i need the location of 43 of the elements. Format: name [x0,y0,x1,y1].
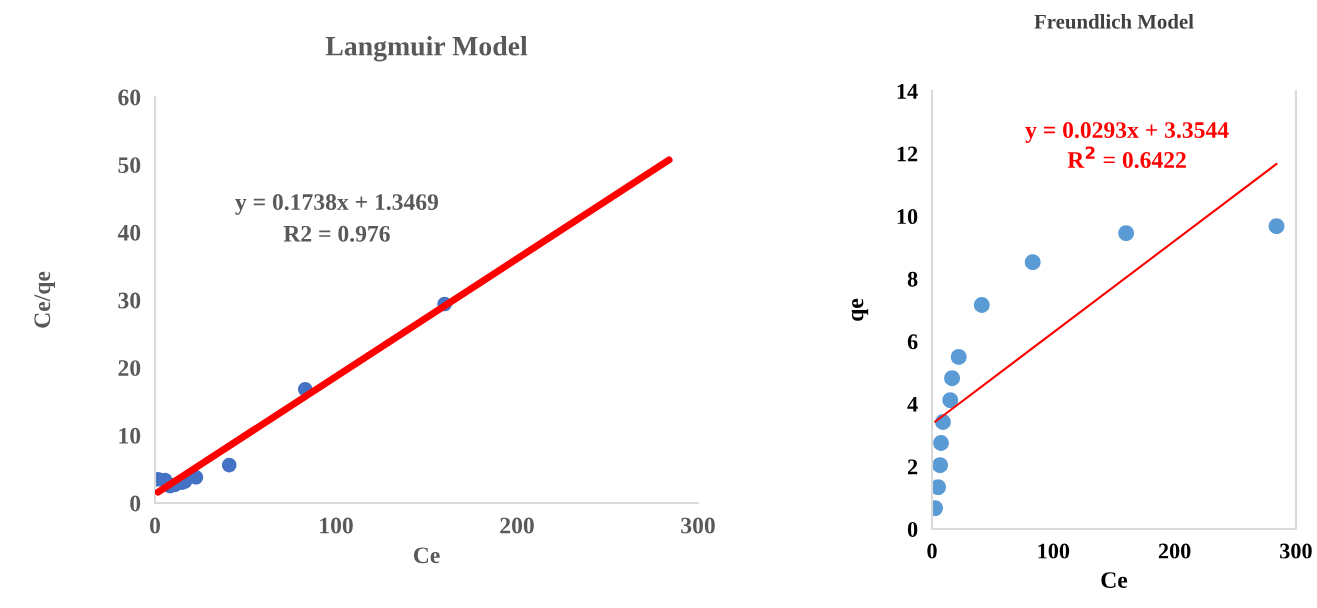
annotation: y = 0.1738x + 1.3469 [235,194,439,215]
point [1024,254,1041,271]
point [950,349,967,365]
y-tick-label: 8 [907,271,918,287]
chart-title: Freundlich Model [1034,14,1194,29]
point [1118,225,1135,241]
y-tick-label: 14 [897,84,918,99]
y-axis-title: Ce/qe [34,271,56,328]
y-tick-label: 12 [897,146,918,162]
y-tick-label: 60 [118,89,141,106]
point [942,392,959,409]
chart-title: Langmuir Model [325,36,528,62]
y-tick-label: 0 [130,495,141,512]
x-tick-label: 200 [1158,543,1191,559]
y-tick-label: 30 [118,292,141,309]
annotation: R$^{2}$ = 0.6422 [1067,146,1186,169]
point [944,370,960,387]
x-tick-label: 0 [150,517,161,534]
y-tick-label: 20 [118,360,141,377]
x-axis-title: Ce [1101,572,1128,589]
x-tick-label: 100 [320,517,353,534]
annotation: R2 = 0.976 [283,225,390,242]
y-axis-title: qe [851,298,869,321]
y-tick-label: 10 [897,209,918,225]
x-tick-label: 200 [500,517,534,534]
point [1268,218,1285,235]
point [932,479,947,496]
y-tick-label: 40 [117,224,141,241]
point [973,297,990,313]
annotation: y = 0.0293x + 3.3544 [1025,122,1229,143]
y-tick-label: 2 [907,459,918,475]
y-tick-label: 50 [118,157,141,174]
y-tick-label: 10 [119,427,141,444]
y-tick-label: 4 [907,396,918,412]
x-axis-title: Ce [413,547,440,564]
x-tick-label: 100 [1038,543,1070,559]
y-tick-label: 6 [907,334,918,350]
x-tick-label: 300 [681,517,715,534]
point [932,457,948,474]
point [221,457,237,473]
x-tick-label: 300 [1280,543,1312,559]
point [933,435,949,451]
x-tick-label: 0 [927,543,937,559]
